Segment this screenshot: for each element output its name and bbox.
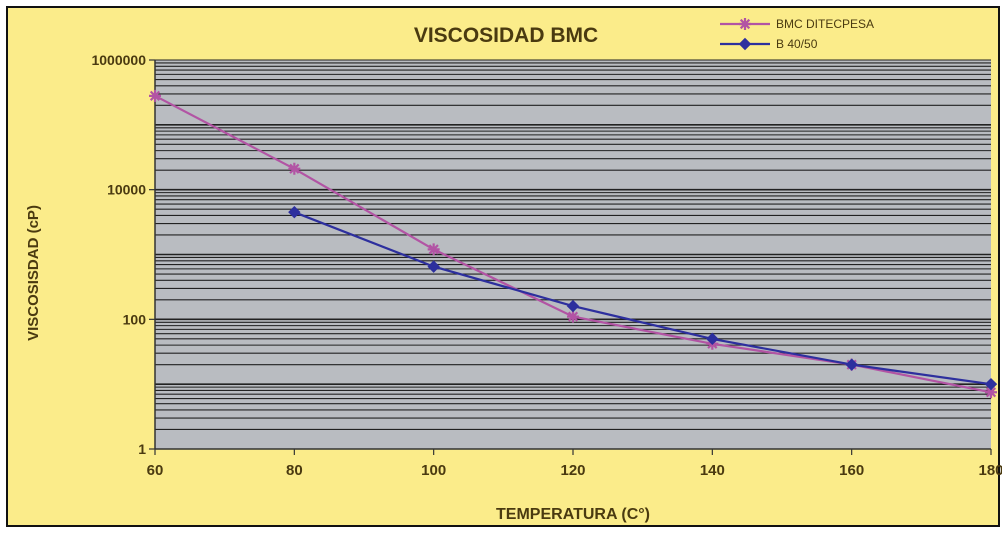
- data-point: [985, 386, 997, 399]
- data-point: [567, 310, 579, 323]
- data-point: [566, 299, 580, 313]
- chart-title: VISCOSIDAD BMC: [414, 24, 598, 47]
- axes: 60 80 100 120 140 160 180 1 100 10000 1000000: [91, 52, 1002, 479]
- gridlines: [155, 59, 991, 431]
- y-tick-label: 10000: [107, 182, 146, 198]
- legend-item: BMC DITECPESA: [720, 17, 874, 31]
- x-tick-label: 140: [700, 462, 725, 479]
- legend: BMC DITECPESA B 40/50: [720, 17, 874, 51]
- y-tick-label: 100: [123, 311, 147, 327]
- chart-frame: 60 80 100 120 140 160 180 1 100 10000 1000000 VISC…: [6, 6, 1002, 527]
- legend-marker: [739, 18, 751, 30]
- x-tick-label: 160: [839, 462, 864, 479]
- legend-label: B 40/50: [776, 37, 818, 51]
- x-tick-label: 180: [978, 462, 1002, 479]
- x-tick-label: 100: [421, 462, 446, 479]
- x-tick-label: 80: [286, 462, 303, 479]
- legend-item: B 40/50: [720, 37, 818, 51]
- series-line: [293, 211, 992, 386]
- series-layer: [149, 89, 998, 399]
- x-tick-label: 120: [560, 462, 585, 479]
- y-tick-label: 1000000: [91, 52, 146, 68]
- data-point: [984, 377, 998, 391]
- data-point: [706, 332, 719, 346]
- data-point: [149, 89, 161, 102]
- data-point: [845, 358, 858, 371]
- y-axis-label: VISCOSISDAD (cP): [25, 205, 42, 341]
- legend-marker: [738, 37, 752, 51]
- legend-label: BMC DITECPESA: [776, 17, 874, 31]
- y-tick-label: 1: [138, 441, 146, 457]
- x-axis-label: TEMPERATURA (C°): [496, 506, 650, 523]
- data-point: [288, 205, 301, 219]
- data-point: [427, 243, 440, 256]
- data-point: [427, 260, 440, 273]
- data-point: [288, 162, 301, 175]
- x-tick-label: 60: [147, 462, 164, 479]
- series-b-40-50: [288, 205, 998, 391]
- viscosity-chart: 60 80 100 120 140 160 180 1 100 10000 1000000 VISC…: [25, 17, 1002, 523]
